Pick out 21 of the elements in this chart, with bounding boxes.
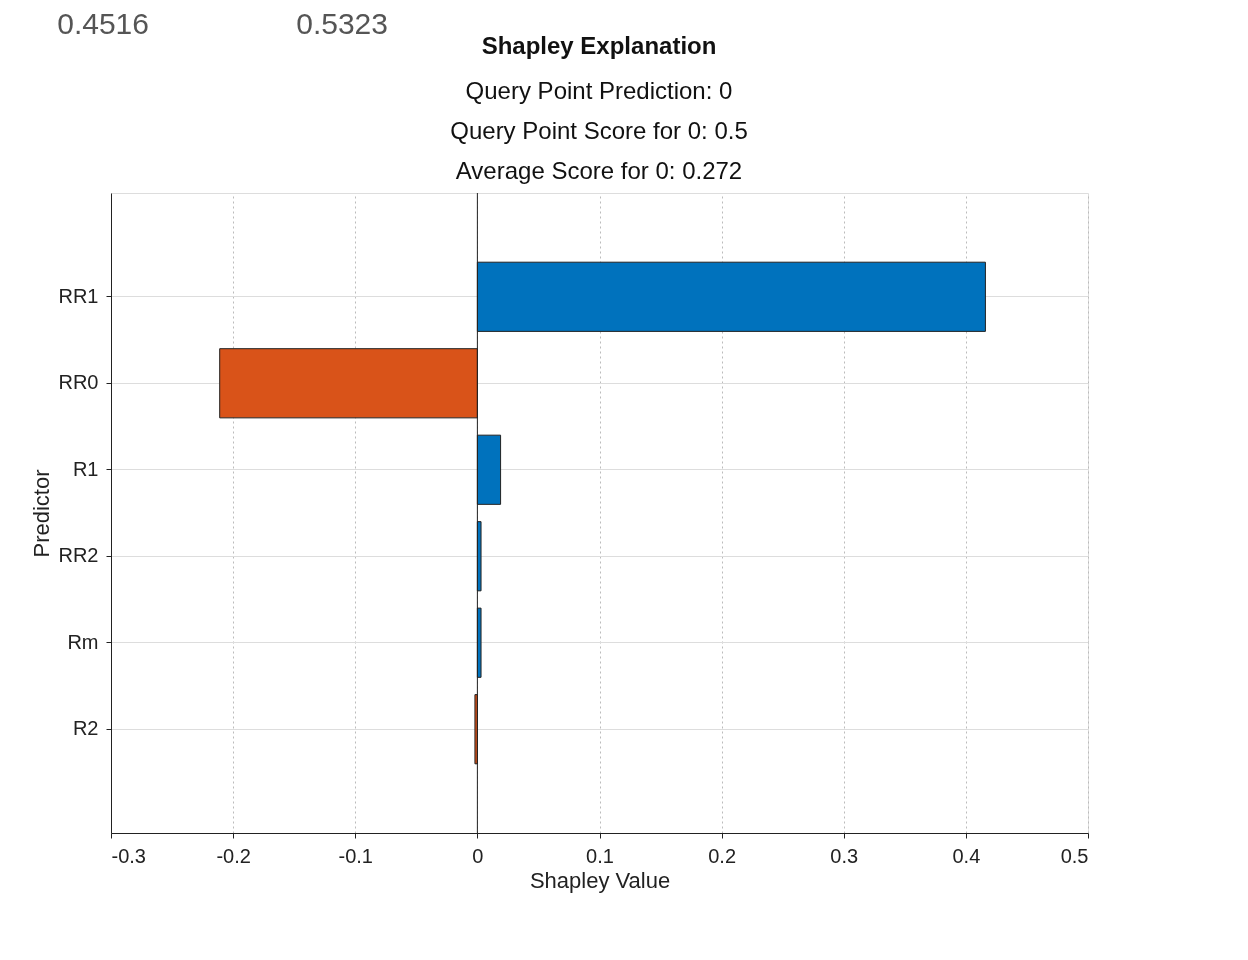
y-tick-label: R1 [72,457,99,480]
x-tick-label: 0 [472,844,484,867]
x-tick-label: 0.1 [586,844,614,867]
x-tick-label: -0.2 [216,844,251,867]
text: 0.4516 [57,7,149,40]
y-axis-title: Predictor [29,469,55,558]
x-tick-label: -0.1 [338,844,373,867]
x-axis-title: Shapley Value [529,867,671,893]
x-tick-label: 0.3 [830,844,859,867]
y-tick-label: R2 [72,717,99,740]
chart-subtitle: Query Point Prediction: 0 Query Point Score for 0: 0.5 Average Score for 0: 0.272 [450,77,748,184]
y-tick-label: RR0 [58,371,99,394]
x-tick-label: 0.4 [952,844,981,867]
y-tick-label: Rm [67,630,99,653]
y-tick-label: RR1 [58,284,99,307]
x-tick-label: 0.2 [708,844,737,867]
x-tick-label: -0.3 [111,844,146,867]
text: 0.5323 [296,7,388,40]
x-tick-label: 0.5 [1060,844,1089,867]
y-tick-label: RR2 [58,544,99,567]
chart-title: Shapley Explanation [481,32,717,59]
